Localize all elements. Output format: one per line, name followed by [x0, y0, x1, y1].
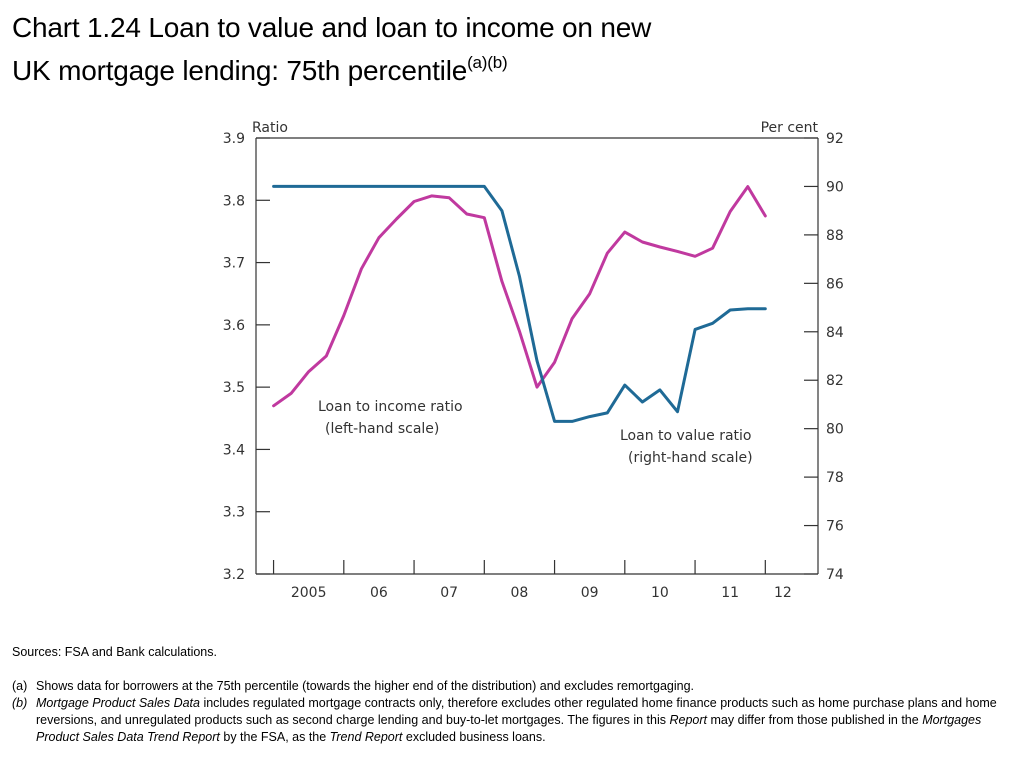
footnote-b-text-1: includes regulated mortgage contracts on…	[36, 696, 997, 727]
x-tick-label: 08	[511, 585, 529, 601]
left-axis-title: Ratio	[252, 120, 288, 136]
left-tick-label: 3.7	[223, 256, 245, 272]
right-tick-label: 92	[826, 131, 844, 147]
title-footnote-marks: (a)(b)	[467, 53, 508, 72]
footnote-b-trend-report: Trend Report	[329, 730, 403, 744]
left-tick-label: 3.8	[223, 193, 245, 209]
right-axis-title: Per cent	[761, 120, 819, 136]
title-line-2: UK mortgage lending: 75th percentile	[12, 55, 468, 86]
title-line-1: Chart 1.24 Loan to value and loan to inc…	[12, 12, 652, 43]
x-tick-label: 11	[721, 585, 739, 601]
x-tick-label: 12	[774, 585, 792, 601]
footnote-b-tag: (b)	[12, 696, 28, 710]
lti-annotation-line-2: (left-hand scale)	[325, 421, 439, 437]
chart-footer: Sources: FSA and Bank calculations. (a) S…	[12, 644, 1012, 746]
plot-frame	[255, 137, 819, 575]
footnote-b-text-3: by the FSA, as the	[219, 730, 330, 744]
left-tick-label: 3.6	[223, 318, 245, 334]
ltv-annotation-line-2: (right-hand scale)	[628, 450, 753, 466]
right-tick-label: 86	[826, 276, 844, 292]
ltv-annotation-line-1: Loan to value ratio	[620, 428, 752, 444]
x-axis-ticks: 2005 06 07 08 09 10 11 12	[272, 560, 792, 601]
x-tick-label: 06	[370, 585, 388, 601]
chart-title: Chart 1.24 Loan to value and loan to inc…	[12, 10, 912, 88]
right-tick-label: 74	[826, 567, 844, 583]
right-tick-label: 80	[826, 422, 844, 438]
footnote-b-source-name: Mortgage Product Sales Data	[36, 696, 200, 710]
left-tick-label: 3.5	[223, 380, 245, 396]
left-tick-label: 3.4	[223, 442, 245, 458]
footnote-b: (b) Mortgage Product Sales Data includes …	[12, 695, 1012, 746]
footnote-b-trend-report-title: Mortgages Product Sales Data Trend Repor…	[36, 713, 982, 744]
right-tick-label: 84	[826, 325, 844, 341]
left-axis-ticks: 3.2 3.3 3.4 3.5 3.6 3.7 3.8 3.9	[223, 131, 270, 583]
footnote-b-report: Report	[669, 713, 708, 727]
right-tick-label: 78	[826, 470, 844, 486]
ltv-annotation: Loan to value ratio (right-hand scale)	[620, 428, 753, 466]
left-tick-label: 3.3	[223, 505, 245, 521]
right-tick-label: 82	[826, 373, 844, 389]
series-layer	[272, 184, 767, 423]
lti-annotation: Loan to income ratio (left-hand scale)	[318, 399, 463, 437]
series-line-loan-to-income	[272, 185, 767, 408]
right-tick-label: 76	[826, 519, 844, 535]
lti-annotation-line-1: Loan to income ratio	[318, 399, 463, 415]
series-line-loan-to-value	[272, 184, 767, 423]
right-tick-label: 88	[826, 228, 844, 244]
footnote-b-text-4: excluded business loans.	[402, 730, 546, 744]
sources-note: Sources: FSA and Bank calculations.	[12, 645, 217, 659]
left-tick-label: 3.2	[223, 567, 245, 583]
x-tick-label: 10	[651, 585, 669, 601]
right-axis-ticks: 74 76 78 80 82 84 86 88 90 92	[804, 131, 844, 583]
right-tick-label: 90	[826, 179, 844, 195]
x-tick-label: 2005	[291, 585, 327, 601]
x-tick-label: 09	[581, 585, 599, 601]
left-tick-label: 3.9	[223, 131, 245, 147]
footnote-a-tag: (a)	[12, 679, 28, 693]
footnote-b-text-2: may differ from those published in the	[707, 713, 923, 727]
footnote-a-text: Shows data for borrowers at the 75th per…	[36, 679, 695, 693]
footnote-a: (a) Shows data for borrowers at the 75th …	[12, 678, 1012, 695]
x-tick-label: 07	[440, 585, 458, 601]
chart: Ratio Per cent 3.23.33.43.53.63.73.83.9 …	[223, 120, 844, 601]
